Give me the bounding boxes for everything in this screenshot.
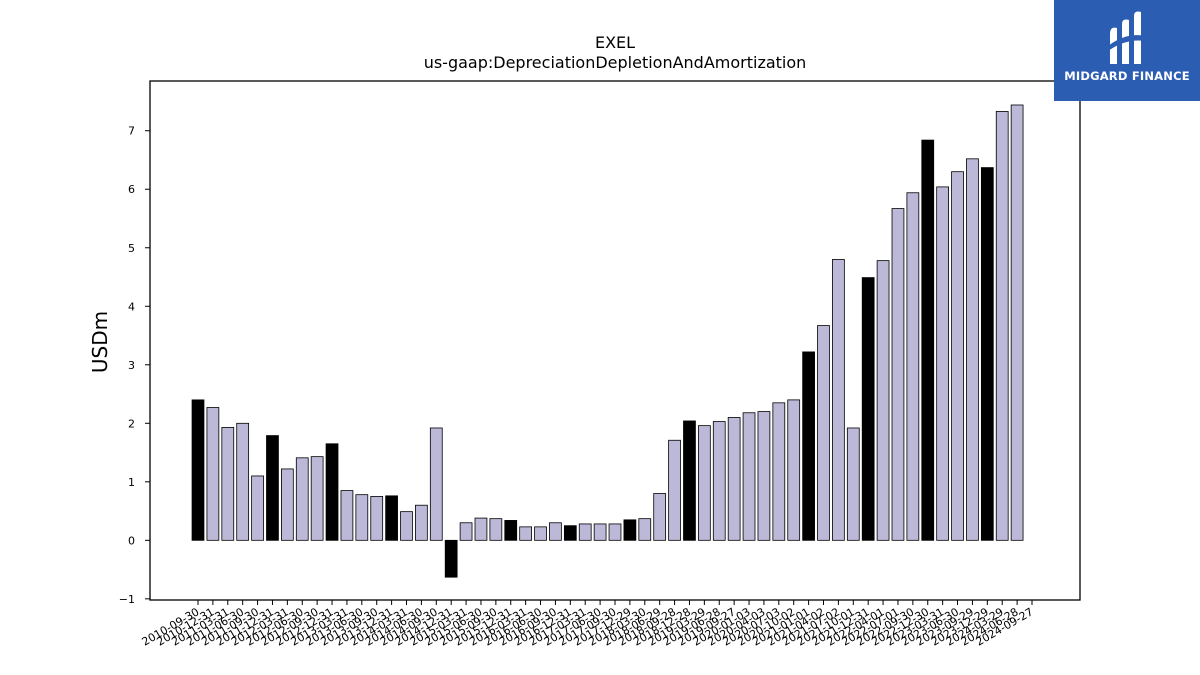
bar [340,490,354,541]
bar [757,411,771,541]
bar [891,208,905,541]
midgard-logo-icon [1108,11,1146,65]
bar [638,518,652,541]
bar [251,475,264,541]
bar [1010,104,1024,541]
bar [191,399,205,541]
bar [817,325,830,541]
bar [266,435,279,541]
bar [966,158,979,541]
bar [400,511,413,541]
y-tick-label: 2 [128,417,135,430]
bar [578,523,592,541]
bar [772,402,786,541]
bar [310,456,324,541]
y-tick-label: 0 [128,534,135,547]
bar [295,457,309,541]
x-axis: 2010-09-302010-12-312011-03-312011-06-30… [140,600,1036,649]
bar [787,399,801,541]
bar [549,522,562,541]
y-axis-label: USDm [88,311,112,373]
bar [846,427,860,541]
bar [906,192,920,541]
bar [832,259,845,541]
brand-name: MIDGARD FINANCE [1064,69,1190,83]
bar [563,525,577,541]
bar [653,493,667,541]
bar [876,260,890,541]
bar [980,167,994,541]
y-tick-label: −1 [119,593,135,606]
bars-group [191,104,1024,578]
bar [474,517,488,541]
bar [593,523,607,541]
bar [355,494,369,541]
bar [429,427,443,541]
y-tick-label: 7 [128,125,135,138]
bar [951,171,964,541]
bar [683,420,696,541]
y-tick-label: 1 [128,476,135,489]
bar [921,139,935,541]
bar [236,422,250,541]
brand-logo: MIDGARD FINANCE [1054,0,1200,101]
bar [221,426,235,541]
bar [519,526,533,541]
bar [861,277,875,541]
bar [459,522,473,541]
bar [280,468,294,541]
chart-title: EXEL [595,33,635,52]
bar [995,111,1009,541]
bar [623,519,637,541]
bar [534,526,547,541]
bar [325,443,339,541]
bar [698,425,711,541]
y-tick-label: 6 [128,183,135,196]
bar [415,504,428,541]
bar [206,407,220,541]
bar [370,496,384,541]
y-tick-label: 4 [128,300,135,313]
y-tick-label: 3 [128,359,135,372]
y-tick-label: 5 [128,242,135,255]
bar [742,412,756,541]
bar [668,439,681,541]
y-axis: −1 0 1 2 3 4 5 6 7 [119,125,150,606]
bar [802,351,815,541]
bar [936,186,950,541]
bar [444,539,458,578]
bar [712,421,726,541]
bar [608,523,622,541]
chart-subtitle: us-gaap:DepreciationDepletionAndAmortiza… [424,53,807,72]
bar [504,520,518,541]
bar [489,518,503,541]
bar [385,495,398,541]
bar [727,417,741,541]
